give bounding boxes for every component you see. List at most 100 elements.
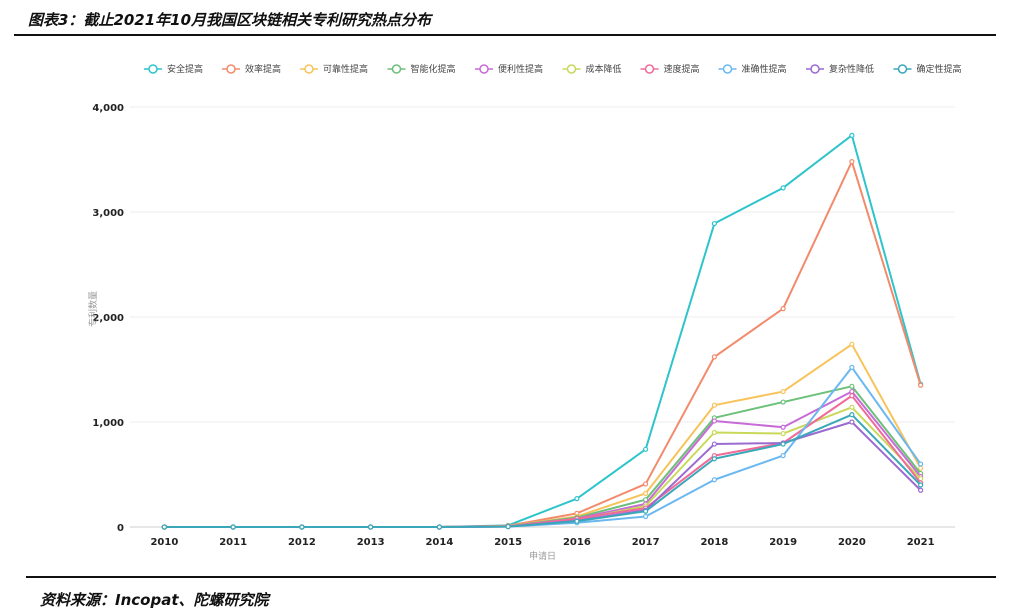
data-point xyxy=(780,441,786,447)
y-tick-label: 0 xyxy=(117,523,124,534)
data-point xyxy=(230,524,236,530)
y-tick-label: 1,000 xyxy=(92,418,124,429)
legend-label: 成本降低 xyxy=(586,63,622,75)
y-tick-label: 4,000 xyxy=(92,103,124,114)
data-point xyxy=(711,456,717,462)
x-tick-label: 2020 xyxy=(838,537,866,548)
series-10 xyxy=(161,412,924,530)
data-point xyxy=(849,388,855,395)
data-point xyxy=(918,465,924,471)
data-point xyxy=(643,481,649,487)
legend-item[interactable]: 确定性提高 xyxy=(893,63,962,75)
legend-label: 效率提高 xyxy=(245,63,281,75)
data-point xyxy=(780,424,786,430)
legend-marker xyxy=(897,64,908,74)
data-point xyxy=(849,404,855,410)
data-point xyxy=(161,524,167,530)
legend-marker xyxy=(644,64,655,74)
top-rule xyxy=(14,34,996,36)
legend-label: 确定性提高 xyxy=(917,63,962,75)
x-tick-label: 2010 xyxy=(150,537,178,548)
legend-marker xyxy=(479,64,489,74)
legend[interactable]: 安全提高 效率提高 可靠性提高 智能化提高 便利性提高 成本降低 速度提高 准确性提高 复杂性降… xyxy=(144,63,962,75)
legend-marker xyxy=(304,64,314,74)
data-point xyxy=(780,430,786,437)
x-axis-ticks: 2010 2011 2012 2013 2014 2015 2016 2017 2018 2019… xyxy=(150,537,934,548)
legend-marker xyxy=(566,64,577,74)
data-point xyxy=(849,364,855,370)
legend-item[interactable]: 速度提高 xyxy=(640,63,700,75)
legend-label: 复杂性降低 xyxy=(829,63,874,75)
data-point xyxy=(711,418,717,424)
data-point xyxy=(780,306,786,312)
x-tick-label: 2021 xyxy=(907,537,935,548)
data-point xyxy=(918,382,924,388)
y-tick-label: 2,000 xyxy=(92,313,124,324)
legend-item[interactable]: 效率提高 xyxy=(222,63,281,75)
gridlines xyxy=(130,106,955,528)
data-point xyxy=(368,524,374,530)
data-point xyxy=(505,523,511,530)
data-point xyxy=(711,477,717,483)
y-axis-label: 专利数量 xyxy=(87,291,99,327)
data-point xyxy=(643,490,649,496)
series-line xyxy=(164,390,922,528)
bottom-rule xyxy=(26,576,996,578)
data-point xyxy=(711,354,717,360)
series-4 xyxy=(161,383,924,530)
legend-marker xyxy=(148,64,158,74)
legend-item[interactable]: 复杂性降低 xyxy=(806,63,874,75)
series-line xyxy=(164,385,922,528)
data-point xyxy=(711,220,717,227)
data-point xyxy=(849,158,855,165)
legend-label: 速度提高 xyxy=(664,63,700,75)
legend-item[interactable]: 可靠性提高 xyxy=(300,63,368,75)
data-point xyxy=(780,399,786,405)
legend-marker xyxy=(226,64,236,74)
data-point xyxy=(711,402,717,408)
data-point xyxy=(780,185,786,191)
series-5 xyxy=(161,388,924,530)
data-point xyxy=(780,453,786,459)
x-tick-label: 2011 xyxy=(219,537,247,548)
legend-item[interactable]: 安全提高 xyxy=(144,63,203,75)
series-line xyxy=(164,160,922,528)
x-tick-label: 2018 xyxy=(700,537,728,548)
x-tick-label: 2015 xyxy=(494,537,522,548)
x-tick-label: 2019 xyxy=(769,537,797,548)
legend-item[interactable]: 便利性提高 xyxy=(475,63,543,75)
x-tick-label: 2012 xyxy=(288,537,316,548)
figure-title: 图表3：截止2021年10月我国区块链相关专利研究热点分布 xyxy=(28,11,432,29)
legend-label: 准确性提高 xyxy=(742,63,787,75)
line-chart: 安全提高 效率提高 可靠性提高 智能化提高 便利性提高 成本降低 速度提高 准确性提高 复杂性降… xyxy=(87,63,962,562)
legend-item[interactable]: 成本降低 xyxy=(562,63,622,75)
x-tick-label: 2013 xyxy=(357,537,385,548)
data-point xyxy=(780,388,786,395)
y-tick-label: 3,000 xyxy=(92,208,124,219)
x-tick-label: 2016 xyxy=(563,537,591,548)
data-point xyxy=(849,132,855,138)
data-point xyxy=(918,487,924,493)
x-tick-label: 2014 xyxy=(425,537,453,548)
x-axis-label: 申请日 xyxy=(529,550,556,562)
y-axis-ticks: 0 1,000 2,000 3,000 4,000 xyxy=(92,103,124,534)
series-line xyxy=(164,366,922,528)
data-point xyxy=(299,524,305,530)
data-point xyxy=(643,446,649,452)
legend-item[interactable]: 准确性提高 xyxy=(718,63,787,75)
data-point xyxy=(849,419,855,425)
data-point xyxy=(849,412,855,418)
series-2 xyxy=(161,158,924,530)
legend-label: 安全提高 xyxy=(167,63,203,75)
data-point xyxy=(643,508,649,514)
data-point xyxy=(574,518,580,524)
series-line xyxy=(164,134,922,528)
data-point xyxy=(849,383,855,389)
data-point xyxy=(574,496,580,502)
data-point xyxy=(918,482,924,488)
series-8 xyxy=(161,364,924,530)
legend-item[interactable]: 智能化提高 xyxy=(387,63,456,75)
series-group xyxy=(161,132,924,530)
legend-marker xyxy=(722,64,733,74)
series-line xyxy=(164,413,922,528)
